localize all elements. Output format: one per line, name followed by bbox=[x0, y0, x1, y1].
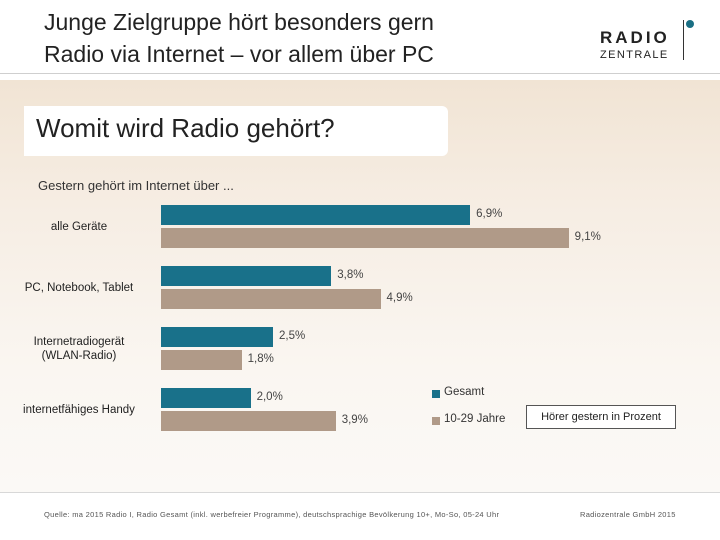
value-label-young: 1,8% bbox=[247, 353, 274, 365]
category-label-line: (WLAN-Radio) bbox=[41, 349, 117, 362]
category-label: alle Geräte bbox=[0, 220, 158, 234]
header-divider bbox=[0, 73, 720, 74]
footer-source: Quelle: ma 2015 Radio I, Radio Gesamt (i… bbox=[44, 510, 500, 519]
value-label-young: 9,1% bbox=[574, 231, 601, 243]
value-label-gesamt: 2,5% bbox=[279, 330, 306, 342]
logo-zentrale-text: ZENTRALE bbox=[600, 49, 669, 61]
bar-young bbox=[161, 289, 381, 309]
legend-label-gesamt: Gesamt bbox=[444, 386, 485, 398]
category-label: Internetradiogerät (WLAN-Radio) bbox=[0, 335, 158, 363]
bar-young bbox=[161, 228, 569, 248]
bar-gesamt bbox=[161, 266, 332, 286]
footer-company: Radiozentrale GmbH 2015 bbox=[580, 510, 676, 519]
logo-radio-text: RADIO bbox=[600, 28, 670, 47]
logo-divider bbox=[683, 20, 684, 60]
section-title-box bbox=[24, 106, 448, 156]
category-label-line: internetfähiges Handy bbox=[23, 403, 135, 416]
category-label-line: alle Geräte bbox=[50, 220, 108, 233]
logo-dot-icon bbox=[686, 20, 694, 28]
bar-young bbox=[161, 411, 336, 431]
value-label-gesamt: 6,9% bbox=[476, 208, 503, 220]
value-label-gesamt: 2,0% bbox=[256, 391, 283, 403]
bar-gesamt bbox=[161, 388, 251, 408]
value-label-young: 4,9% bbox=[386, 292, 413, 304]
radio-zentrale-logo: RADIO ZENTRALE bbox=[600, 20, 700, 66]
value-label-young: 3,9% bbox=[341, 414, 368, 426]
category-label-line: PC, Notebook, Tablet bbox=[24, 281, 134, 294]
footer-divider bbox=[0, 492, 720, 493]
bar-gesamt bbox=[161, 205, 471, 225]
value-label-gesamt: 3,8% bbox=[337, 269, 364, 281]
legend-swatch-gesamt bbox=[432, 390, 440, 398]
bar-gesamt bbox=[161, 327, 273, 347]
chart-subtitle: Gestern gehört im Internet über ... bbox=[38, 178, 234, 193]
header: Junge Zielgruppe hört besonders gern Rad… bbox=[0, 0, 720, 74]
section-title: Womit wird Radio gehört? bbox=[36, 113, 335, 143]
legend-swatch-young bbox=[432, 417, 440, 425]
page-title-line-2: Radio via Internet – vor allem über PC bbox=[44, 41, 434, 67]
category-label-line: Internetradiogerät bbox=[33, 335, 125, 348]
category-label: PC, Notebook, Tablet bbox=[0, 281, 158, 295]
bar-young bbox=[161, 350, 242, 370]
page-title-line-1: Junge Zielgruppe hört besonders gern bbox=[44, 9, 434, 35]
category-label: internetfähiges Handy bbox=[0, 403, 158, 417]
legend-label-young: 10-29 Jahre bbox=[444, 413, 506, 425]
unit-note: Hörer gestern in Prozent bbox=[526, 405, 676, 429]
